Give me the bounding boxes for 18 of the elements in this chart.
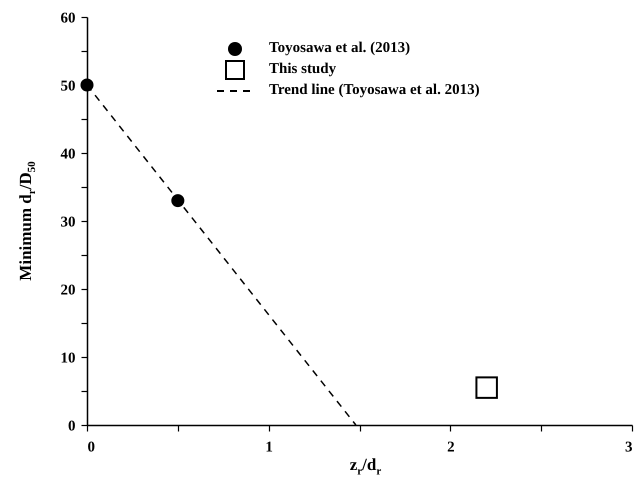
y-tick-label: 40 xyxy=(60,146,76,162)
legend-label: Toyosawa et al. (2013) xyxy=(269,40,410,57)
y-tick-label: 0 xyxy=(68,418,76,434)
y-tick-label: 30 xyxy=(60,214,76,230)
point xyxy=(475,376,498,399)
y-tick-label: 50 xyxy=(60,78,76,94)
x-tick-label: 0 xyxy=(88,440,95,456)
y-tick-label: 10 xyxy=(60,350,76,366)
point xyxy=(80,78,94,92)
y-tick-label: 60 xyxy=(60,10,76,26)
legend-label: This study xyxy=(269,61,336,78)
x-tick-label: 3 xyxy=(625,440,632,456)
x-axis-title: z$_{r}$/d$_{r}$ xyxy=(348,455,382,478)
x-tick-label: 2 xyxy=(447,440,455,456)
point xyxy=(171,194,184,208)
legend-label: Trend line (Toyosawa et al. 2013) xyxy=(269,82,480,99)
x-tick-label: 1 xyxy=(265,440,273,456)
y-tick-label: 20 xyxy=(60,282,76,298)
